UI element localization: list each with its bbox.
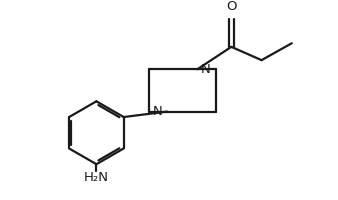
Text: H₂N: H₂N [84,171,109,184]
Text: N: N [201,63,211,76]
Text: O: O [226,0,237,13]
Text: N: N [152,105,162,118]
